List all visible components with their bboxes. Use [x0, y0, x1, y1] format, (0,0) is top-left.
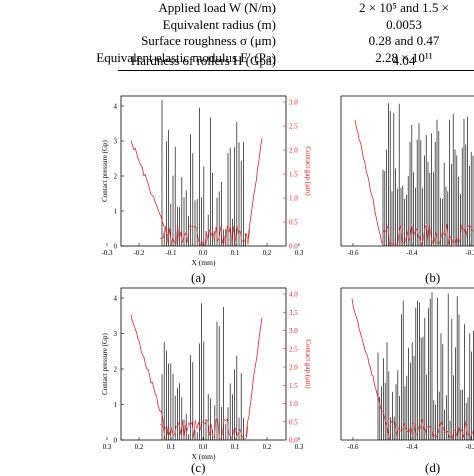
y-right-tick-label: 2.0: [289, 364, 298, 372]
x-tick-label: -0.2: [465, 249, 474, 257]
pressure-series: [161, 303, 244, 440]
x-tick-label: -0.6: [347, 443, 359, 451]
y-left-tick-label: 3: [114, 330, 118, 338]
pressure-series: [377, 292, 474, 440]
panel-b: -0.6 -0.4 -0.2: [340, 95, 474, 257]
x-tick-label: -0.2: [465, 443, 474, 451]
table-row: Equivalent elastic modulus E′ (Pa) 2.28 …: [0, 50, 474, 66]
x-tick-label: 0.1: [231, 249, 240, 257]
table-row: Equivalent radius (m) 0.0053: [0, 17, 474, 33]
param-label: Applied load W (N/m): [158, 0, 276, 15]
panel-c: 0.3 0.2 0.1 0.0 0.1 0.2 0.3012340.00.51.01.52.…: [101, 287, 312, 461]
y-left-tick-label: 3: [114, 138, 118, 146]
y-right-tick-label: 4.0: [289, 291, 298, 299]
param-value: 0.0053: [386, 17, 422, 32]
y-right-axis-title: Contact gap (μm): [304, 146, 312, 196]
y-right-tick-label: 0.0: [289, 243, 298, 251]
y-right-tick-label: 0.0: [289, 437, 298, 445]
y-right-tick-label: 2.5: [289, 123, 298, 131]
caption-a: (a): [191, 270, 206, 285]
param-value: 2.28 × 10¹¹: [375, 50, 433, 65]
param-label: Equivalent radius (m): [162, 17, 276, 32]
gap-series: [130, 314, 263, 437]
panel-a: -0.3 -0.2 -0.1 0.0 0.1 0.2 0.3 0 1 2 3 4 0.0 0.5 1.0 1.…: [101, 95, 312, 267]
y-right-tick-label: 0.5: [289, 418, 298, 426]
x-tick-label: -0.6: [347, 249, 359, 257]
y-left-tick-label: 1: [114, 208, 118, 216]
gap-series-floor: [382, 223, 473, 247]
x-tick-label: 0.3: [295, 249, 304, 257]
y-right-tick-label: 3.0: [289, 327, 298, 335]
table-row: Applied load W (N/m) 2 × 10⁵ and 1.5 ×: [0, 0, 474, 16]
y-left-tick-label: 0: [114, 437, 118, 445]
x-tick-label: 0.1: [167, 443, 176, 451]
param-value: 2 × 10⁵ and 1.5 ×: [359, 0, 449, 15]
y-right-tick-label: 0.5: [289, 219, 298, 227]
pressure-series: [382, 103, 474, 246]
y-left-axis-title: Contact pressure (Gp): [101, 332, 109, 394]
panel-d: -0.6 -0.4 -0.2: [340, 287, 474, 451]
y-right-axis-title: Contact gap (μm): [304, 339, 312, 389]
y-right-tick-label: 3.5: [289, 309, 298, 317]
param-value: 4.04: [392, 53, 416, 68]
table-row: Hardness of rollers H (Gpa) 4.04: [0, 53, 474, 69]
y-left-tick-label: 4: [114, 295, 118, 303]
table-bottom-rule: [118, 70, 474, 71]
y-right-tick-label: 2.5: [289, 345, 298, 353]
gap-series-floor: [159, 224, 250, 247]
y-left-tick-label: 2: [114, 366, 118, 374]
x-tick-label: -0.4: [406, 249, 418, 257]
x-tick-label: 0.3: [103, 443, 112, 451]
pressure-series: [161, 100, 246, 246]
gap-series: [130, 138, 263, 239]
gap-series-floor: [389, 419, 474, 440]
x-tick-label: -0.3: [101, 249, 113, 257]
x-tick-label: 0.1: [231, 443, 240, 451]
x-tick-label: 0.2: [135, 443, 144, 451]
y-left-tick-label: 4: [114, 103, 118, 111]
param-label: Surface roughness σ (μm): [141, 33, 276, 48]
x-axis-title: X (mm): [192, 258, 216, 267]
y-left-tick-label: 2: [114, 173, 118, 181]
y-right-tick-label: 1.0: [289, 195, 298, 203]
param-value: 0.28 and 0.47: [368, 33, 440, 48]
x-tick-label: 0.3: [295, 443, 304, 451]
y-right-tick-label: 1.5: [289, 171, 298, 179]
x-tick-label: 0.0: [199, 443, 208, 451]
y-left-tick-label: 0: [114, 243, 118, 251]
gap-series: [351, 298, 391, 441]
caption-d: (d): [425, 460, 441, 475]
x-tick-label: 0.0: [199, 249, 208, 257]
y-left-axis-title: Contact pressure (Gp): [101, 139, 109, 201]
gap-series: [354, 119, 384, 244]
param-label: Equivalent elastic modulus E′ (Pa): [96, 50, 276, 65]
y-left-tick-label: 1: [114, 401, 118, 409]
x-tick-label: -0.2: [133, 249, 145, 257]
table-row: Surface roughness σ (μm) 0.28 and 0.47: [0, 33, 474, 49]
y-right-tick-label: 3.0: [289, 99, 298, 107]
y-right-tick-label: 1.5: [289, 382, 298, 390]
x-axis-title: X (mm): [192, 452, 216, 461]
gap-series-floor: [159, 418, 249, 441]
y-right-tick-label: 1.0: [289, 400, 298, 408]
x-tick-label: -0.4: [406, 443, 418, 451]
param-label: Hardness of rollers H (Gpa): [130, 53, 276, 68]
caption-b: (b): [425, 270, 441, 285]
caption-c: (c): [191, 460, 206, 475]
x-tick-label: 0.2: [263, 443, 272, 451]
x-tick-label: -0.1: [165, 249, 177, 257]
y-right-tick-label: 2.0: [289, 147, 298, 155]
x-tick-label: 0.2: [263, 249, 272, 257]
